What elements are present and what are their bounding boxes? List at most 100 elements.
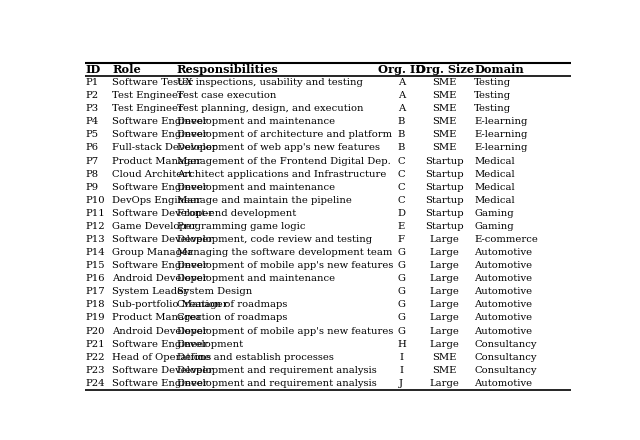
Text: Software Engineer: Software Engineer (112, 130, 208, 139)
Text: P4: P4 (85, 117, 98, 126)
Text: B: B (397, 130, 405, 139)
Text: Software Engineer: Software Engineer (112, 379, 208, 388)
Text: Startup: Startup (425, 170, 464, 179)
Text: DevOps Engineer: DevOps Engineer (112, 196, 201, 205)
Text: C: C (397, 183, 405, 192)
Text: P8: P8 (85, 170, 98, 179)
Text: SME: SME (433, 117, 457, 126)
Text: G: G (397, 274, 405, 283)
Text: Startup: Startup (425, 222, 464, 231)
Text: P23: P23 (85, 366, 104, 375)
Text: Development and maintenance: Development and maintenance (177, 117, 335, 126)
Text: P13: P13 (85, 235, 104, 244)
Text: Org. ID: Org. ID (378, 64, 425, 75)
Text: Managing the software development team: Managing the software development team (177, 248, 392, 257)
Text: Software Engineer: Software Engineer (112, 340, 208, 348)
Text: Startup: Startup (425, 183, 464, 192)
Text: Consultancy: Consultancy (474, 340, 537, 348)
Text: P21: P21 (85, 340, 104, 348)
Text: Large: Large (429, 301, 460, 309)
Text: UX inspections, usability and testing: UX inspections, usability and testing (177, 78, 363, 87)
Text: P10: P10 (85, 196, 104, 205)
Text: Automotive: Automotive (474, 326, 532, 336)
Text: Group Manager: Group Manager (112, 248, 193, 257)
Text: Automotive: Automotive (474, 379, 532, 388)
Text: Large: Large (429, 287, 460, 296)
Text: B: B (397, 117, 405, 126)
Text: Automotive: Automotive (474, 248, 532, 257)
Text: Consultancy: Consultancy (474, 353, 537, 362)
Text: Large: Large (429, 274, 460, 283)
Text: Testing: Testing (474, 104, 511, 113)
Text: Gaming: Gaming (474, 222, 514, 231)
Text: Development and requirement analysis: Development and requirement analysis (177, 379, 376, 388)
Text: Manage and maintain the pipeline: Manage and maintain the pipeline (177, 196, 351, 205)
Text: Testing: Testing (474, 78, 511, 87)
Text: Responsibilities: Responsibilities (177, 64, 278, 75)
Text: Consultancy: Consultancy (474, 366, 537, 375)
Text: Software Developer: Software Developer (112, 209, 213, 218)
Text: Software Developer: Software Developer (112, 235, 213, 244)
Text: E: E (398, 222, 405, 231)
Text: P12: P12 (85, 222, 104, 231)
Text: Software Engineer: Software Engineer (112, 261, 208, 270)
Text: G: G (397, 261, 405, 270)
Text: G: G (397, 301, 405, 309)
Text: Creation of roadmaps: Creation of roadmaps (177, 301, 287, 309)
Text: G: G (397, 313, 405, 323)
Text: System Leader: System Leader (112, 287, 188, 296)
Text: Programming game logic: Programming game logic (177, 222, 305, 231)
Text: System Design: System Design (177, 287, 252, 296)
Text: P16: P16 (85, 274, 104, 283)
Text: Org. Size: Org. Size (415, 64, 474, 75)
Text: Medical: Medical (474, 183, 515, 192)
Text: Product Manager: Product Manager (112, 157, 202, 165)
Text: Development and requirement analysis: Development and requirement analysis (177, 366, 376, 375)
Text: G: G (397, 248, 405, 257)
Text: Automotive: Automotive (474, 313, 532, 323)
Text: P6: P6 (85, 143, 98, 153)
Text: P7: P7 (85, 157, 98, 165)
Text: Testing: Testing (474, 91, 511, 100)
Text: Android Developer: Android Developer (112, 274, 208, 283)
Text: SME: SME (433, 143, 457, 153)
Text: Define and establish processes: Define and establish processes (177, 353, 333, 362)
Text: Large: Large (429, 313, 460, 323)
Text: Medical: Medical (474, 157, 515, 165)
Text: Large: Large (429, 235, 460, 244)
Text: Development of mobile app's new features: Development of mobile app's new features (177, 326, 393, 336)
Text: Product Manager: Product Manager (112, 313, 202, 323)
Text: Automotive: Automotive (474, 261, 532, 270)
Text: P17: P17 (85, 287, 104, 296)
Text: P3: P3 (85, 104, 98, 113)
Text: Automotive: Automotive (474, 287, 532, 296)
Text: Cloud Architect: Cloud Architect (112, 170, 192, 179)
Text: P20: P20 (85, 326, 104, 336)
Text: E-learning: E-learning (474, 117, 528, 126)
Text: Management of the Frontend Digital Dep.: Management of the Frontend Digital Dep. (177, 157, 390, 165)
Text: Large: Large (429, 340, 460, 348)
Text: Full-stack Developer: Full-stack Developer (112, 143, 217, 153)
Text: C: C (397, 157, 405, 165)
Text: Large: Large (429, 379, 460, 388)
Text: Architect applications and Infrastructure: Architect applications and Infrastructur… (177, 170, 386, 179)
Text: ID: ID (85, 64, 100, 75)
Text: Development and maintenance: Development and maintenance (177, 183, 335, 192)
Text: Automotive: Automotive (474, 274, 532, 283)
Text: Front-end development: Front-end development (177, 209, 296, 218)
Text: A: A (398, 78, 405, 87)
Text: Gaming: Gaming (474, 209, 514, 218)
Text: P11: P11 (85, 209, 105, 218)
Text: E-learning: E-learning (474, 130, 528, 139)
Text: Test Engineer: Test Engineer (112, 104, 183, 113)
Text: C: C (397, 196, 405, 205)
Text: Development of mobile app's new features: Development of mobile app's new features (177, 261, 393, 270)
Text: SME: SME (433, 366, 457, 375)
Text: Medical: Medical (474, 196, 515, 205)
Text: SME: SME (433, 91, 457, 100)
Text: P2: P2 (85, 91, 98, 100)
Text: F: F (398, 235, 405, 244)
Text: SME: SME (433, 78, 457, 87)
Text: P5: P5 (85, 130, 98, 139)
Text: Software Developer: Software Developer (112, 366, 213, 375)
